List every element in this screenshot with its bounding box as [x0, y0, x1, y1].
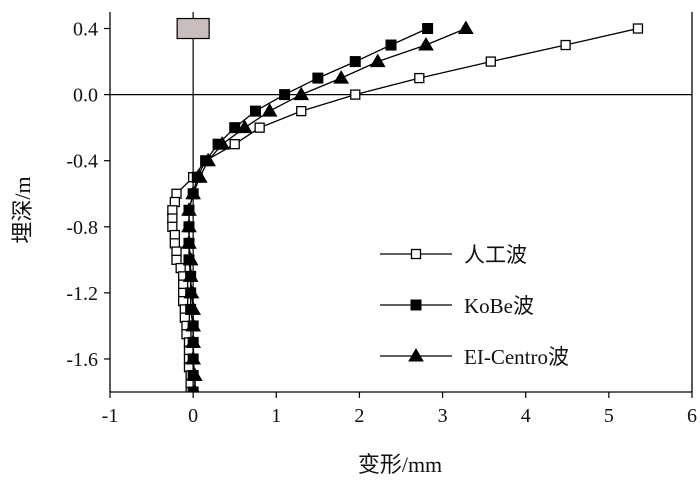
series-group — [167, 20, 644, 392]
data-point — [181, 202, 197, 216]
data-point — [350, 89, 361, 100]
y-tick-label: 0.0 — [73, 85, 98, 107]
legend-label: EI-Centro波 — [464, 345, 569, 369]
y-tick-label: -1.2 — [66, 283, 98, 305]
legend-label: 人工波 — [464, 243, 527, 267]
data-point — [182, 268, 199, 282]
x-axis-title: 变形/mm — [358, 452, 442, 477]
data-point — [457, 20, 474, 35]
data-point — [185, 301, 202, 315]
data-point — [200, 152, 216, 167]
data-point — [632, 23, 644, 34]
x-tick-label: 2 — [354, 405, 364, 427]
data-point — [214, 136, 231, 150]
data-point — [293, 86, 310, 101]
data-point — [182, 251, 199, 266]
data-point — [229, 139, 240, 150]
data-point — [183, 284, 200, 299]
data-point — [414, 72, 425, 84]
data-point — [186, 367, 203, 381]
data-point — [418, 37, 434, 51]
data-point — [185, 317, 202, 332]
data-point — [236, 119, 253, 134]
data-point — [312, 72, 324, 84]
y-tick-label: -0.8 — [66, 217, 98, 239]
x-tick-label: 5 — [604, 405, 614, 427]
x-tick-label: -1 — [102, 405, 119, 427]
axes: -1 0 1 2 3 4 5 6 0.4 0.0 -0.4 -0.8 -1.2 -1.6 — [66, 12, 697, 427]
legend-entry-2: KoBe波 — [380, 294, 534, 318]
y-tick-label: -0.4 — [66, 151, 98, 173]
x-tick-label: 0 — [188, 405, 198, 427]
data-point — [333, 70, 350, 84]
data-point — [190, 384, 200, 392]
surface-marker-box — [176, 17, 210, 40]
data-point — [254, 122, 265, 133]
legend-label: KoBe波 — [464, 294, 534, 318]
data-point — [185, 185, 202, 200]
data-point — [296, 105, 307, 117]
data-point — [181, 235, 197, 249]
data-point — [279, 89, 291, 101]
x-tick-label: 6 — [687, 405, 697, 427]
data-point — [485, 56, 496, 67]
data-point — [261, 103, 278, 117]
data-point — [250, 105, 261, 117]
legend-entry-3: EI-Centro波 — [380, 345, 569, 369]
x-tick-label: 1 — [271, 405, 281, 427]
y-tick-label: -1.6 — [66, 349, 98, 371]
data-point — [181, 218, 197, 233]
x-tick-label: 3 — [438, 405, 448, 427]
legend-marker — [408, 348, 424, 362]
data-point — [191, 169, 208, 183]
x-tick-label: 4 — [521, 405, 531, 427]
data-point — [560, 39, 571, 51]
series-3 — [181, 20, 474, 392]
legend-marker — [410, 299, 422, 311]
data-point — [422, 23, 434, 35]
data-point — [185, 334, 202, 348]
legend: 人工波 KoBe波 EI-Centro波 — [380, 243, 569, 369]
data-point — [185, 350, 202, 365]
data-point — [349, 56, 361, 68]
plot-area — [110, 12, 692, 392]
y-tick-label: 0.4 — [73, 19, 98, 41]
data-point — [229, 122, 241, 134]
legend-marker — [410, 248, 422, 260]
legend-entry-1: 人工波 — [380, 243, 527, 267]
data-point — [369, 53, 386, 68]
data-point — [385, 39, 397, 51]
y-axis-title: 埋深/m — [10, 176, 35, 243]
